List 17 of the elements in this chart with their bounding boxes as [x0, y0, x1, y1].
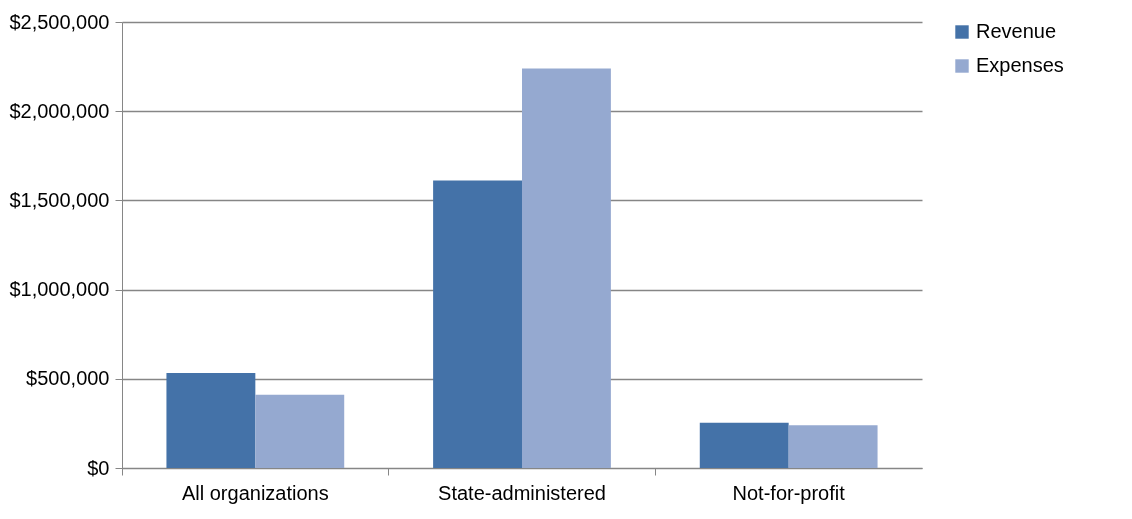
y-tick-label: $2,000,000: [9, 99, 110, 122]
y-tick-label: $1,500,000: [9, 188, 110, 211]
bar: [699, 422, 789, 468]
x-tick-label: All organizations: [181, 481, 329, 504]
x-tick-label: State-administered: [438, 481, 606, 504]
bar: [522, 68, 611, 468]
y-tick-label: $2,500,000: [9, 10, 110, 33]
legend-label: Revenue: [976, 20, 1057, 42]
bar: [788, 425, 878, 468]
bar: [166, 373, 256, 468]
y-tick-label: $0: [87, 456, 110, 479]
bar: [433, 180, 522, 468]
x-tick-label: Not-for-profit: [732, 481, 846, 504]
bar: [255, 394, 345, 468]
y-tick-label: $1,000,000: [9, 278, 110, 301]
y-tick-label: $500,000: [26, 367, 110, 390]
legend-label: Expenses: [976, 54, 1064, 76]
